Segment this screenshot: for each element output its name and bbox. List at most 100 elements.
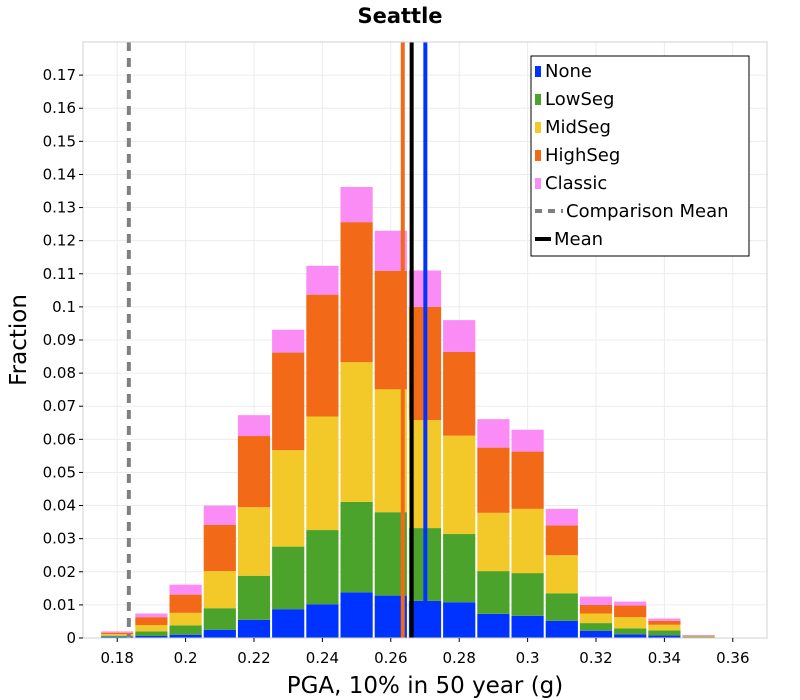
reference-lines bbox=[126, 42, 428, 638]
legend-label-none: None bbox=[545, 61, 592, 82]
bar-highseg bbox=[169, 594, 202, 613]
bar-midseg bbox=[237, 507, 271, 576]
bar-highseg bbox=[443, 351, 476, 436]
y-tick-label: 0.15 bbox=[43, 132, 76, 150]
x-tick-label: 0.3 bbox=[516, 649, 540, 667]
bar-none bbox=[203, 629, 236, 638]
bar-midseg bbox=[545, 555, 578, 594]
y-tick-label: 0.07 bbox=[43, 397, 76, 415]
bar-none bbox=[511, 615, 544, 638]
bar-highseg bbox=[306, 294, 339, 417]
bar-lowseg bbox=[477, 571, 510, 614]
bar-midseg bbox=[477, 512, 510, 572]
bar-midseg bbox=[135, 625, 168, 632]
bar-midseg bbox=[203, 571, 236, 609]
bar-none bbox=[101, 636, 134, 638]
legend-swatch-classic bbox=[535, 178, 541, 189]
x-axis-title: PGA, 10% in 50 year (g) bbox=[287, 673, 564, 699]
bar-classic bbox=[340, 187, 373, 223]
x-tick-label: 0.34 bbox=[648, 649, 681, 667]
bar-lowseg bbox=[101, 635, 134, 637]
x-tick-label: 0.36 bbox=[716, 649, 749, 667]
legend-swatch-lowseg bbox=[535, 94, 541, 105]
bar-midseg bbox=[511, 508, 544, 574]
y-tick-label: 0.04 bbox=[43, 497, 76, 515]
bar-lowseg bbox=[135, 631, 168, 637]
y-tick-label: 0.13 bbox=[43, 199, 76, 217]
legend-swatch-highseg bbox=[535, 150, 541, 161]
y-tick-label: 0.14 bbox=[43, 165, 76, 183]
bar-classic bbox=[169, 584, 202, 595]
bar-highseg bbox=[545, 525, 578, 556]
bar-lowseg bbox=[203, 608, 236, 630]
bar-classic bbox=[306, 265, 339, 295]
bar-lowseg bbox=[545, 593, 578, 621]
bar-highseg bbox=[477, 447, 510, 513]
bar-none bbox=[272, 609, 305, 638]
legend-label-midseg: MidSeg bbox=[545, 117, 611, 138]
y-axis: 0 0.01 0.02 0.03 0.04 0.05 0.06 0.07 0.08 0.09 0.1… bbox=[43, 66, 83, 647]
x-tick-label: 0.26 bbox=[374, 649, 407, 667]
y-tick-label: 0.02 bbox=[43, 563, 76, 581]
x-tick-label: 0.2 bbox=[174, 649, 198, 667]
bar-lowseg bbox=[682, 636, 715, 638]
bar-none bbox=[135, 636, 168, 638]
legend-box bbox=[530, 55, 750, 257]
bar-lowseg bbox=[237, 575, 271, 620]
bar-classic bbox=[135, 613, 168, 618]
bar-lowseg bbox=[648, 630, 681, 636]
bar-midseg bbox=[614, 617, 647, 629]
bar-highseg bbox=[579, 604, 613, 614]
bar-lowseg bbox=[306, 530, 339, 605]
bar-highseg bbox=[340, 222, 373, 363]
y-tick-label: 0.08 bbox=[43, 364, 76, 382]
bar-midseg bbox=[306, 416, 339, 531]
bar-none bbox=[443, 602, 476, 638]
bar-none bbox=[545, 620, 578, 638]
bar-lowseg bbox=[511, 573, 544, 616]
bar-highseg bbox=[237, 436, 271, 508]
y-tick-label: 0 bbox=[66, 629, 76, 647]
x-tick-label: 0.24 bbox=[306, 649, 339, 667]
y-tick-label: 0.1 bbox=[52, 298, 76, 316]
bar-lowseg bbox=[340, 501, 373, 593]
bar-classic bbox=[545, 508, 578, 526]
legend-swatch-midseg bbox=[535, 122, 541, 133]
bar-classic bbox=[101, 631, 134, 633]
y-tick-label: 0.09 bbox=[43, 331, 76, 349]
bar-classic bbox=[477, 419, 510, 448]
bar-midseg bbox=[340, 362, 373, 502]
bar-none bbox=[477, 613, 510, 638]
bar-highseg bbox=[511, 451, 544, 509]
bar-lowseg bbox=[443, 534, 476, 603]
bar-highseg bbox=[682, 635, 715, 637]
y-tick-label: 0.16 bbox=[43, 99, 76, 117]
bar-none bbox=[340, 592, 373, 638]
bar-midseg bbox=[101, 634, 134, 636]
bar-none bbox=[614, 634, 647, 638]
bar-none bbox=[648, 635, 681, 638]
legend-swatch-none bbox=[535, 66, 541, 77]
bar-highseg bbox=[272, 352, 305, 451]
bar-midseg bbox=[169, 612, 202, 626]
y-tick-label: 0.12 bbox=[43, 232, 76, 250]
bar-classic bbox=[272, 329, 305, 353]
bar-midseg bbox=[272, 450, 305, 547]
y-tick-label: 0.01 bbox=[43, 596, 76, 614]
y-axis-title: Fraction bbox=[6, 294, 32, 386]
y-tick-label: 0.03 bbox=[43, 530, 76, 548]
y-tick-label: 0.17 bbox=[43, 66, 76, 84]
bar-none bbox=[306, 604, 339, 638]
bar-highseg bbox=[648, 620, 681, 625]
bar-classic bbox=[443, 320, 476, 352]
bar-classic bbox=[237, 415, 271, 437]
x-tick-label: 0.22 bbox=[237, 649, 270, 667]
legend-label-classic: Classic bbox=[545, 173, 607, 194]
bar-highseg bbox=[614, 605, 647, 618]
bar-highseg bbox=[101, 632, 134, 635]
legend-label-lowseg: LowSeg bbox=[545, 89, 614, 110]
x-tick-label: 0.18 bbox=[100, 649, 133, 667]
bar-lowseg bbox=[272, 546, 305, 610]
bar-lowseg bbox=[579, 623, 613, 631]
